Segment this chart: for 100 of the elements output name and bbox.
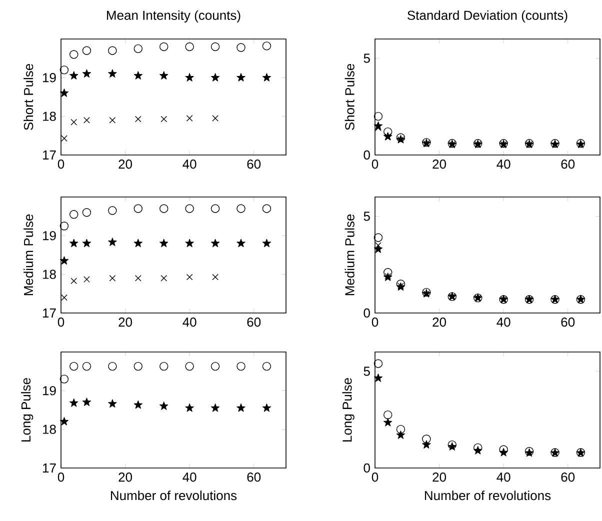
point: [108, 399, 117, 408]
point: [262, 238, 272, 248]
point: [185, 73, 194, 82]
point: [374, 373, 383, 382]
point: [210, 362, 220, 371]
point: [384, 268, 392, 277]
point: [262, 42, 272, 50]
point: [499, 448, 508, 456]
point: [473, 446, 482, 454]
x-tick-label: 20: [432, 160, 446, 169]
point: [134, 204, 142, 213]
point: [236, 204, 246, 213]
point: [82, 238, 92, 248]
point: [185, 42, 194, 52]
point: [82, 69, 92, 78]
point: [82, 208, 92, 217]
point: [160, 275, 168, 282]
point: [159, 71, 168, 80]
point: [185, 238, 194, 248]
x-axis-title: Number of revolutions: [424, 490, 551, 500]
point: [70, 210, 78, 219]
y-axis-title: Medium Pulse: [24, 214, 34, 296]
x-tick-label: 0: [372, 472, 378, 482]
point: [160, 42, 168, 52]
point: [134, 275, 142, 282]
x-tick-label: 40: [496, 160, 510, 169]
y-tick-label: 19: [42, 231, 56, 240]
x-tick-label: 0: [58, 160, 64, 169]
point: [60, 416, 69, 426]
point: [108, 46, 117, 55]
point: [108, 362, 117, 371]
point: [236, 43, 246, 52]
x-tick-label: 60: [247, 160, 261, 169]
point: [422, 440, 431, 449]
point: [236, 362, 246, 371]
y-tick-label: 5: [364, 366, 370, 376]
point: [236, 73, 246, 82]
x-tick-label: 40: [182, 160, 196, 169]
point: [69, 398, 78, 407]
point: [186, 274, 193, 280]
y-tick-label: 18: [42, 424, 56, 434]
point: [210, 403, 220, 412]
point: [210, 42, 220, 52]
y-axis-title: Short Pulse: [344, 64, 354, 130]
point: [160, 204, 168, 213]
y-axis-title: Short Pulse: [24, 64, 34, 130]
x-tick-label: 60: [561, 318, 575, 327]
y-tick-label: 5: [364, 212, 370, 221]
point: [108, 69, 117, 78]
point: [236, 403, 246, 412]
point: [70, 118, 78, 126]
x-tick-label: 60: [561, 160, 575, 169]
point: [82, 46, 92, 55]
x-tick-label: 0: [372, 318, 378, 327]
point: [159, 238, 168, 248]
point: [134, 400, 143, 409]
x-tick-label: 20: [118, 472, 132, 482]
point: [262, 73, 272, 82]
x-tick-label: 20: [432, 318, 446, 327]
x-tick-label: 40: [182, 318, 196, 327]
y-tick-label: 17: [42, 464, 56, 472]
point: [186, 115, 193, 122]
point: [396, 430, 406, 439]
point: [69, 71, 78, 80]
y-axis-title: Long Pulse: [21, 378, 34, 442]
point: [60, 256, 69, 265]
point: [262, 403, 272, 412]
point: [185, 204, 194, 213]
point: [134, 44, 142, 54]
x-tick-label: 40: [496, 472, 510, 482]
point: [422, 434, 431, 444]
point: [499, 445, 508, 454]
point: [61, 135, 68, 142]
point: [210, 238, 220, 248]
y-tick-label: 18: [42, 112, 56, 121]
chart-title: Mean Intensity (counts): [107, 10, 240, 22]
x-tick-label: 60: [247, 318, 261, 327]
point: [70, 362, 78, 371]
y-tick-label: 17: [42, 150, 56, 160]
point: [210, 204, 220, 213]
point: [212, 115, 218, 122]
y-tick-label: 0: [364, 308, 370, 318]
point: [134, 362, 142, 371]
point: [109, 275, 116, 282]
x-tick-label: 0: [58, 318, 64, 327]
point: [396, 424, 406, 434]
y-tick-label: 17: [42, 308, 56, 318]
x-tick-label: 40: [496, 318, 510, 327]
y-tick-label: 19: [42, 386, 56, 396]
chart-title: Standard Deviation (counts): [408, 10, 568, 22]
point: [262, 204, 272, 213]
point: [60, 222, 69, 230]
point: [374, 359, 383, 368]
point: [82, 362, 92, 371]
point: [134, 238, 143, 248]
point: [375, 124, 382, 132]
x-tick-label: 20: [432, 472, 446, 482]
point: [375, 242, 382, 249]
point: [185, 403, 194, 412]
point: [109, 117, 116, 124]
